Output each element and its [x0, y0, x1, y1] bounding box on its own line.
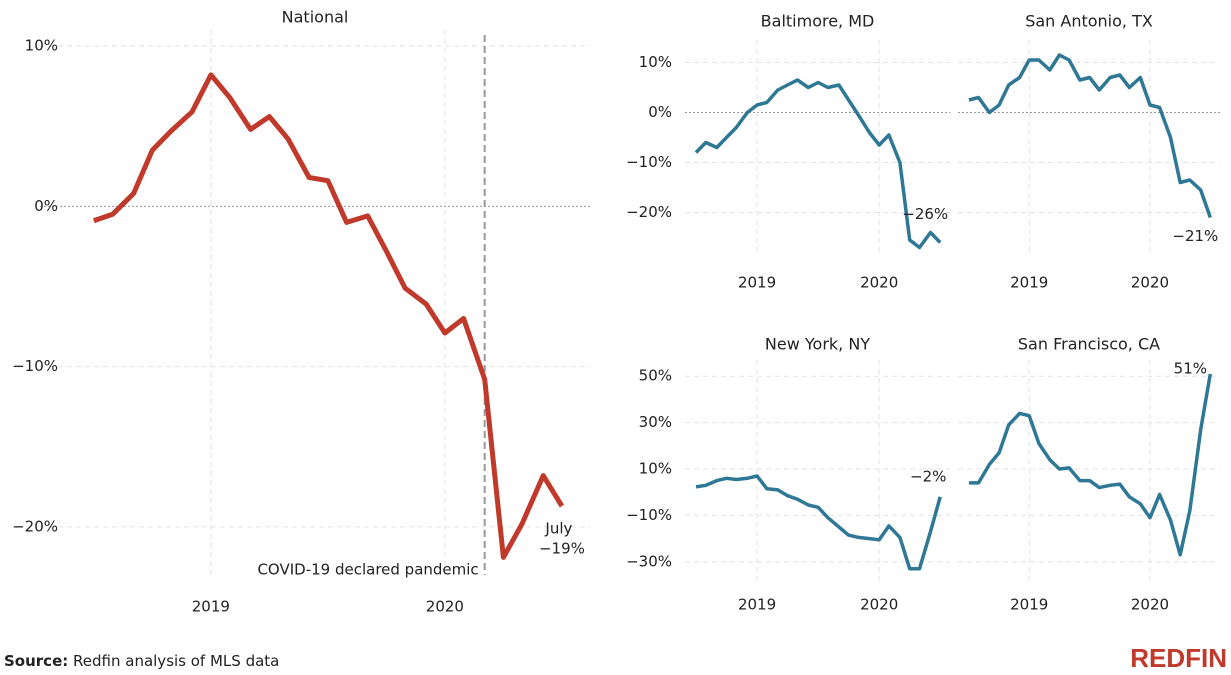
line [968, 53, 1212, 219]
y-tick-label: −10% [626, 506, 672, 524]
panel-title: National [282, 8, 349, 27]
y-tick-label: 10% [639, 53, 672, 71]
x-tick-label: 2019 [738, 596, 776, 614]
x-tick-label: 2019 [738, 274, 776, 292]
source-label: Source: [4, 652, 68, 670]
y-tick-label: −30% [626, 552, 672, 570]
value-label: 51% [1174, 359, 1207, 377]
line [92, 72, 565, 560]
x-tick-label: 2019 [1010, 596, 1048, 614]
panel-title: San Antonio, TX [1025, 12, 1153, 31]
x-tick-label: 2020 [1131, 274, 1169, 292]
panel-title: San Francisco, CA [1018, 335, 1160, 354]
y-tick-label: 10% [25, 37, 58, 55]
panel-title: New York, NY [765, 335, 870, 354]
value-label: −21% [1172, 227, 1218, 245]
x-tick-label: 2019 [192, 598, 230, 616]
value-label: −26% [902, 205, 948, 223]
y-tick-label: 0% [34, 197, 58, 215]
logo: REDFIN [1130, 643, 1227, 673]
y-tick-label: −20% [626, 203, 672, 221]
x-tick-label: 2020 [860, 274, 898, 292]
y-tick-label: 0% [648, 103, 672, 121]
line [694, 78, 942, 250]
x-tick-label: 2020 [1131, 596, 1169, 614]
x-tick-label: 2020 [426, 598, 464, 616]
source-text: Redfin analysis of MLS data [73, 652, 279, 670]
x-tick-label: 2020 [860, 596, 898, 614]
y-tick-label: 10% [639, 460, 672, 478]
y-tick-label: 50% [639, 367, 672, 385]
line [968, 373, 1213, 557]
y-tick-label: −20% [12, 517, 58, 535]
annotation: COVID-19 declared pandemic [257, 561, 478, 579]
annotation: July [544, 520, 572, 538]
value-label: −2% [910, 467, 946, 485]
value-label: −19% [539, 540, 585, 558]
y-tick-label: −10% [12, 357, 58, 375]
y-tick-label: 30% [639, 413, 672, 431]
panel-title: Baltimore, MD [761, 12, 875, 31]
x-tick-label: 2019 [1010, 274, 1048, 292]
line [695, 474, 942, 571]
y-tick-label: −10% [626, 153, 672, 171]
source: Source: Redfin analysis of MLS data [4, 652, 279, 670]
